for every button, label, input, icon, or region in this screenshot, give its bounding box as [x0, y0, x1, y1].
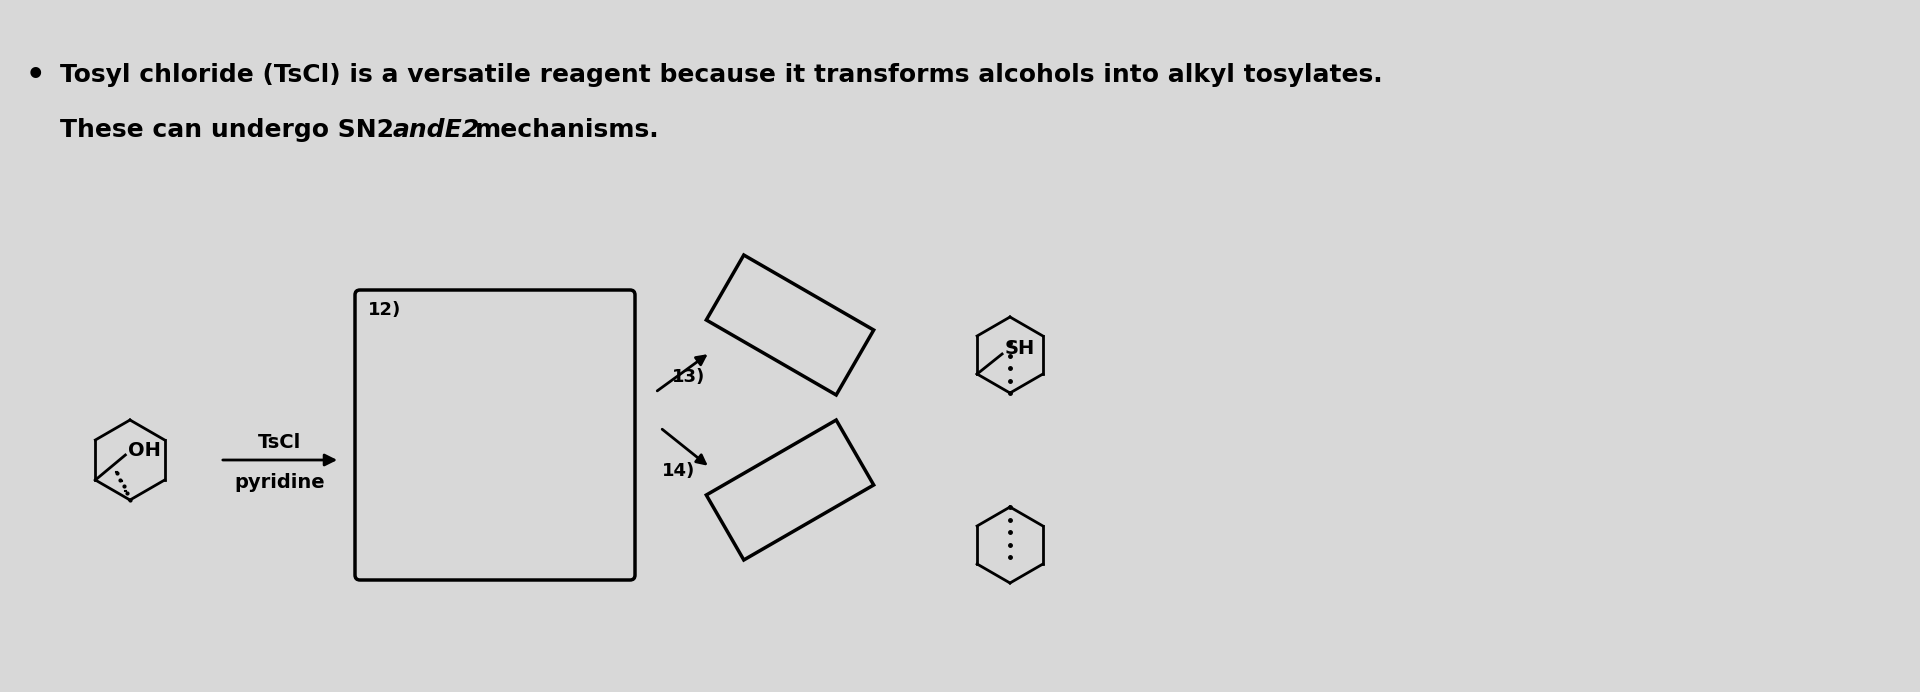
Text: TsCl: TsCl	[259, 432, 301, 451]
Text: and: and	[394, 118, 445, 142]
Text: These can undergo SN2: These can undergo SN2	[60, 118, 403, 142]
Text: OH: OH	[129, 441, 161, 459]
Text: •: •	[25, 60, 44, 89]
Text: E2: E2	[436, 118, 488, 142]
Text: Tosyl chloride (TsCl) is a versatile reagent because it transforms alcohols into: Tosyl chloride (TsCl) is a versatile rea…	[60, 63, 1382, 87]
Text: SH: SH	[1004, 340, 1035, 358]
Text: mechanisms.: mechanisms.	[474, 118, 660, 142]
Text: 13): 13)	[672, 367, 705, 385]
Text: 14): 14)	[662, 462, 695, 480]
Text: pyridine: pyridine	[234, 473, 324, 491]
Text: 12): 12)	[369, 301, 401, 319]
